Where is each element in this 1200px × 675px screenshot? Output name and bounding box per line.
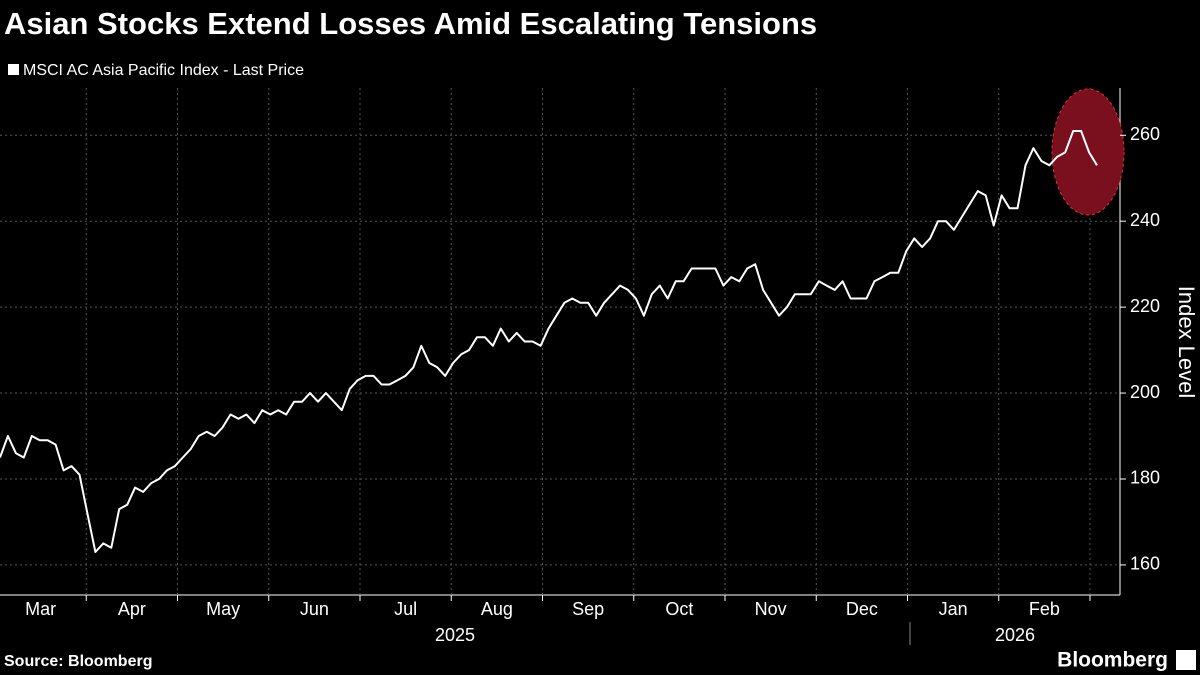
x-tick-label: Apr	[118, 599, 146, 619]
x-tick-label: May	[206, 599, 240, 619]
x-tick-label: Mar	[25, 599, 56, 619]
y-tick-label: 160	[1130, 554, 1160, 574]
y-tick-label: 180	[1130, 468, 1160, 488]
y-tick-label: 240	[1130, 210, 1160, 230]
y-axis-label: Index Level	[1174, 286, 1199, 399]
year-label: 2026	[995, 625, 1035, 645]
x-tick-label: Sep	[572, 599, 604, 619]
x-tick-label: Jan	[939, 599, 968, 619]
legend-swatch	[8, 64, 19, 75]
year-label: 2025	[435, 625, 475, 645]
x-tick-label: Dec	[846, 599, 878, 619]
x-tick-label: Feb	[1029, 599, 1060, 619]
x-tick-label: Nov	[755, 599, 787, 619]
y-tick-label: 260	[1130, 124, 1160, 144]
x-tick-label: Jun	[300, 599, 329, 619]
legend-label: MSCI AC Asia Pacific Index - Last Price	[23, 62, 304, 79]
source: Source: Bloomberg	[4, 653, 152, 670]
y-tick-label: 200	[1130, 382, 1160, 402]
brand: Bloomberg	[1057, 649, 1168, 672]
y-tick-label: 220	[1130, 296, 1160, 316]
brand-icon	[1176, 650, 1196, 670]
x-tick-label: Jul	[394, 599, 417, 619]
chart-title: Asian Stocks Extend Losses Amid Escalati…	[4, 6, 817, 41]
line	[0, 130, 1098, 553]
x-tick-label: Aug	[481, 599, 513, 619]
x-tick-label: Oct	[665, 599, 693, 619]
